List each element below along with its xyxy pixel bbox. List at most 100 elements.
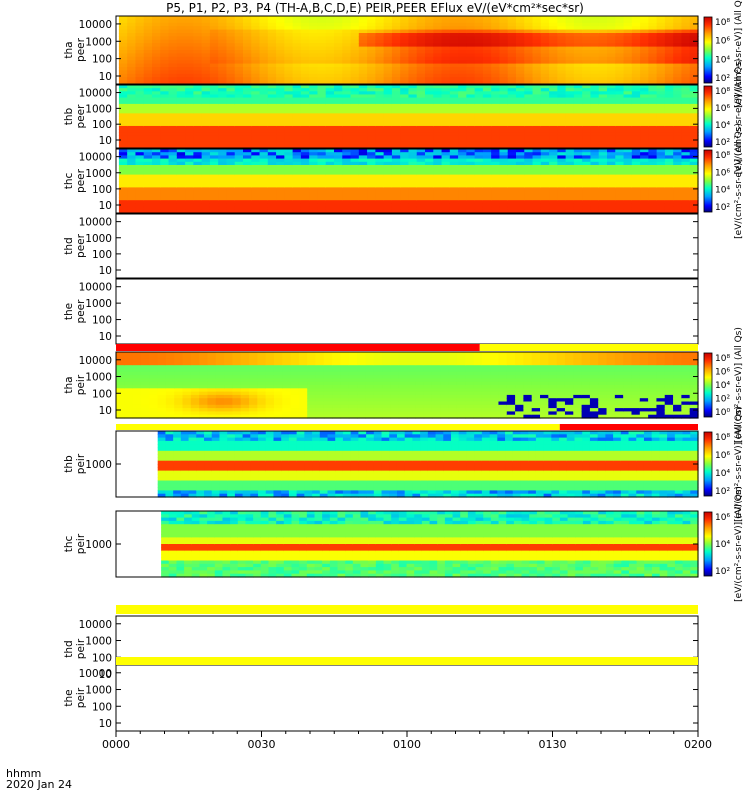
spectrogram-cell <box>425 181 434 185</box>
spectrogram-cell <box>193 138 203 143</box>
spectrogram-cell <box>499 184 509 188</box>
spectrogram-cell <box>590 203 600 208</box>
spectrogram-cell <box>549 165 558 169</box>
spectrogram-cell <box>656 149 666 153</box>
spectrogram-cell <box>273 378 283 383</box>
spectrogram-cell <box>185 36 194 41</box>
spectrogram-cell <box>357 385 367 389</box>
spectrogram-cell <box>358 125 368 130</box>
spectrogram-cell <box>615 100 625 105</box>
spectrogram-cell <box>149 385 159 389</box>
spectrogram-cell <box>648 29 658 34</box>
spectrogram-cell <box>681 161 691 166</box>
spectrogram-cell <box>482 88 492 92</box>
spectrogram-cell <box>598 91 608 96</box>
spectrogram-cell <box>307 398 317 403</box>
spectrogram-cell <box>282 381 292 386</box>
spectrogram-cell <box>623 22 633 27</box>
spectrogram-cell <box>207 398 217 403</box>
spectrogram-cell <box>540 67 550 71</box>
spectrogram-cell <box>532 161 542 166</box>
spectrogram-cell <box>185 144 194 149</box>
spectrogram-cell <box>441 177 451 182</box>
spectrogram-cell <box>282 408 292 412</box>
spectrogram-cell <box>176 100 186 105</box>
spectrogram-cell <box>334 113 343 118</box>
spectrogram-cell <box>590 113 600 118</box>
spectrogram-cell <box>218 116 228 121</box>
spectrogram-cell <box>640 193 649 198</box>
spectrogram-cell <box>532 132 542 136</box>
spectrogram-cell <box>334 184 343 188</box>
spectrogram-cell <box>573 158 583 163</box>
spectrogram-cell <box>226 107 236 111</box>
spectrogram-cell <box>416 165 426 169</box>
spectrogram-cell <box>474 200 484 204</box>
spectrogram-cell <box>391 103 401 108</box>
spectrogram-cell <box>615 60 625 65</box>
spectrogram-cell <box>193 43 203 48</box>
spectrogram-cell <box>292 63 302 68</box>
spectrogram-cell <box>309 155 319 160</box>
spectrogram-cell <box>276 125 285 130</box>
spectrogram-cell <box>516 206 525 211</box>
spectrogram-cell <box>292 94 302 99</box>
spectrogram-cell <box>132 391 142 396</box>
spectrogram-cell <box>199 385 209 389</box>
spectrogram-cell <box>449 39 459 44</box>
spectrogram-cell <box>390 385 400 389</box>
spectrogram-cell <box>524 144 534 149</box>
spectrogram-cell <box>257 361 267 366</box>
spectrogram-cell <box>350 177 360 182</box>
spectrogram-cell <box>524 77 534 82</box>
spectrogram-cell <box>499 36 509 41</box>
spectrogram-cell <box>433 29 443 34</box>
spectrogram-cell <box>400 168 410 172</box>
spectrogram-cell <box>358 203 368 208</box>
spectrogram-cell <box>375 36 385 41</box>
spectrogram-cell <box>433 171 443 176</box>
spectrogram-cell <box>292 181 302 185</box>
spectrogram-cell <box>449 73 459 78</box>
spectrogram-cell <box>400 187 410 192</box>
spectrogram-cell <box>441 80 451 85</box>
spectrogram-cell <box>193 209 203 214</box>
spectrogram-cell <box>499 158 509 163</box>
spectrogram-cell <box>143 184 153 188</box>
spectrogram-cell <box>433 16 443 20</box>
spectrogram-cell <box>615 181 625 185</box>
spectrogram-cell <box>640 174 649 179</box>
spectrogram-cell <box>425 206 434 211</box>
spectrogram-cell <box>390 361 400 366</box>
spectrogram-cell <box>656 171 666 176</box>
spectrogram-cell <box>298 404 308 409</box>
spectrogram-cell <box>466 36 476 41</box>
spectrogram-cell <box>342 80 352 85</box>
spectrogram-cell <box>209 110 219 114</box>
spectrogram-cell <box>390 388 400 393</box>
spectrogram-cell <box>507 165 517 169</box>
spectrogram-cell <box>358 36 368 41</box>
spectrogram-cell <box>243 94 252 99</box>
spectrogram-cell <box>516 155 525 160</box>
spectrogram-cell <box>441 29 451 34</box>
spectrogram-cell <box>234 36 244 41</box>
spectrogram-cell <box>607 56 616 61</box>
spectrogram-cell <box>391 155 401 160</box>
spectrogram-cell <box>631 26 641 31</box>
spectrogram-cell <box>532 36 542 41</box>
spectrogram-cell <box>292 158 302 163</box>
spectrogram-cell <box>375 190 385 195</box>
spectrogram-cell <box>400 88 410 92</box>
spectrogram-cell <box>367 60 376 65</box>
spectrogram-cell <box>199 361 209 366</box>
spectrogram-cell <box>317 110 327 114</box>
spectrogram-cell <box>276 39 285 44</box>
spectrogram-cell <box>673 187 683 192</box>
spectrogram-cell <box>342 177 352 182</box>
spectrogram-cell <box>350 129 360 133</box>
spectrogram-cell <box>458 135 467 140</box>
spectrogram-cell <box>209 53 219 58</box>
spectrogram-cell <box>400 103 410 108</box>
spectrogram-cell <box>199 378 209 383</box>
